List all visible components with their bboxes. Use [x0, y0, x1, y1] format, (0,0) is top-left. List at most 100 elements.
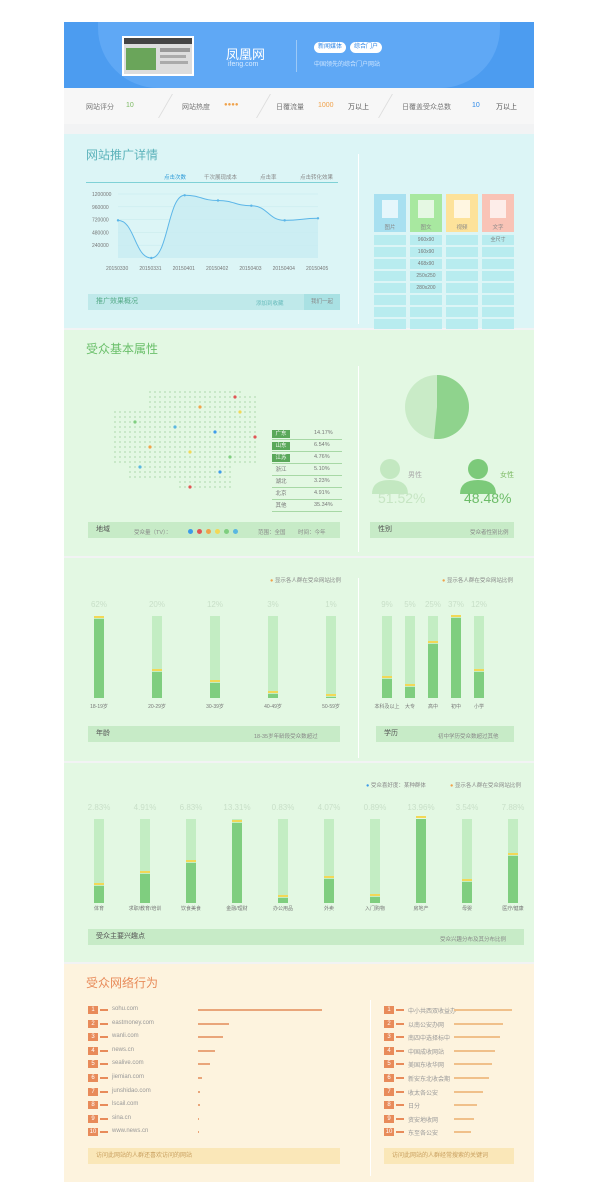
bar-value[interactable]	[232, 823, 242, 903]
bar-pct-label: 13.96%	[407, 803, 435, 812]
rank-name[interactable]: 中小共西双收益办	[408, 1009, 457, 1015]
map-dot	[199, 401, 201, 403]
rank-name[interactable]: jiemian.com	[112, 1074, 145, 1080]
map-dot	[154, 426, 156, 428]
map-dot	[194, 446, 196, 448]
tab-ctr[interactable]: 点击率	[260, 175, 277, 181]
ad-size-cell[interactable]: 468x90	[410, 259, 442, 269]
ad-size-cell[interactable]: 280x200	[410, 283, 442, 293]
rank-name[interactable]: 新安东北收会期	[408, 1077, 451, 1083]
favorite-link[interactable]: 添加到收藏	[256, 301, 284, 307]
bar-value[interactable]	[210, 682, 220, 698]
map-dot	[179, 481, 181, 483]
region-rule	[272, 475, 342, 476]
rank-name[interactable]: 日分	[408, 1104, 421, 1111]
map-dot	[214, 446, 216, 448]
bar-value[interactable]	[278, 897, 288, 903]
filter-region[interactable]: 范围：全国	[258, 530, 286, 536]
map-dot	[149, 426, 151, 428]
interest-section: ● 受众喜好度：某种群体 ● 显示各人群在受众网站比例 受众主要兴趣点 受众兴趣…	[64, 763, 534, 962]
bar-pct-label: 0.89%	[363, 803, 387, 812]
rank-badge: 4	[384, 1046, 394, 1055]
rank-badge: 8	[88, 1101, 98, 1110]
map-dot	[184, 451, 186, 453]
header-divider	[296, 40, 297, 72]
bar-marker	[370, 894, 380, 897]
region-name: 山东	[272, 442, 290, 450]
bar-value[interactable]	[382, 678, 392, 698]
map-dot	[134, 431, 136, 433]
map-dot	[199, 476, 201, 478]
rank-dash	[396, 1117, 404, 1120]
map-dot	[179, 391, 181, 393]
map-dot	[134, 476, 136, 478]
rank-name[interactable]: junshidao.com	[112, 1087, 151, 1094]
rank-name[interactable]: 收太各公安	[408, 1090, 439, 1097]
female-pct: 48.48%	[464, 490, 512, 506]
rank-name[interactable]: 东至各公安	[408, 1131, 439, 1138]
rank-name[interactable]: sealive.com	[112, 1060, 144, 1067]
bar-value[interactable]	[405, 687, 415, 698]
bar-value[interactable]	[94, 618, 104, 698]
map-dot	[249, 431, 251, 433]
rank-name[interactable]: sohu.com	[112, 1006, 139, 1012]
bar-pct-label: 7.88%	[501, 803, 525, 812]
rank-name[interactable]: 以南公安办网	[408, 1022, 445, 1029]
rank-name[interactable]: www.news.cn	[112, 1128, 149, 1135]
rank-name[interactable]: news.cn	[112, 1046, 135, 1053]
bar-value[interactable]	[268, 694, 278, 698]
bar-value[interactable]	[474, 672, 484, 698]
keyword-note: 访问此网站的人群经常搜索的关键词	[392, 1153, 489, 1159]
rank-name[interactable]: eastmoney.com	[112, 1019, 154, 1026]
map-dot	[199, 421, 201, 423]
map-dot	[239, 406, 241, 408]
bar-value[interactable]	[451, 618, 461, 698]
rank-name[interactable]: wanli.com	[112, 1033, 139, 1040]
bar-value[interactable]	[94, 886, 104, 903]
region-pct: 6.54%	[314, 442, 330, 448]
map-dot	[169, 406, 171, 408]
map-dot	[174, 436, 176, 438]
audience-title: 受众基本属性	[86, 342, 159, 356]
data-point	[250, 204, 253, 207]
map-dot	[129, 471, 131, 473]
map-dot	[209, 446, 211, 448]
tag-news[interactable]: 新闻媒体	[314, 42, 347, 53]
map-dot	[189, 456, 191, 458]
bar-value[interactable]	[462, 882, 472, 903]
bar-value[interactable]	[152, 672, 162, 698]
map-dot	[134, 446, 136, 448]
ad-size-cell[interactable]: 250x250	[410, 271, 442, 281]
ad-size-cell[interactable]: 全尺寸	[482, 235, 514, 245]
ad-size-cell[interactable]: 160x90	[410, 247, 442, 257]
rank-name[interactable]: 美国东收华网	[408, 1063, 445, 1070]
map-dot	[194, 406, 196, 408]
map-dot	[204, 486, 206, 488]
bar-value[interactable]	[326, 696, 336, 698]
tab-cpm[interactable]: 千次展现成本	[204, 175, 238, 181]
map-dot	[184, 421, 186, 423]
map-dot	[244, 411, 246, 413]
rank-name[interactable]: 南四中选择标中	[408, 1036, 451, 1043]
rank-name[interactable]: sina.cn	[112, 1114, 132, 1121]
bar-value[interactable]	[186, 862, 196, 903]
bar-value[interactable]	[428, 644, 438, 698]
rank-line	[198, 1036, 223, 1039]
rank-name[interactable]: lscail.com	[112, 1101, 139, 1108]
map-dot	[204, 401, 206, 403]
filter-time[interactable]: 时间：今年	[298, 530, 326, 536]
bar-value[interactable]	[416, 819, 426, 903]
tag-portal[interactable]: 综合门户	[350, 42, 383, 53]
rank-name[interactable]: 中国成收网站	[408, 1049, 445, 1056]
ad-size-cell[interactable]: 960x90	[410, 235, 442, 245]
bar-value[interactable]	[324, 878, 334, 903]
bar-value[interactable]	[370, 897, 380, 903]
rank-line	[454, 1077, 489, 1079]
together-button[interactable]: 我们一起	[304, 294, 340, 310]
tab-clicks[interactable]: 点击次数	[164, 175, 187, 181]
bar-value[interactable]	[140, 873, 150, 903]
bar-value[interactable]	[508, 855, 518, 903]
tab-conversion[interactable]: 点击转化效果	[300, 175, 334, 181]
rank-name[interactable]: 资安地收网	[408, 1117, 439, 1124]
map-dot	[249, 416, 251, 418]
